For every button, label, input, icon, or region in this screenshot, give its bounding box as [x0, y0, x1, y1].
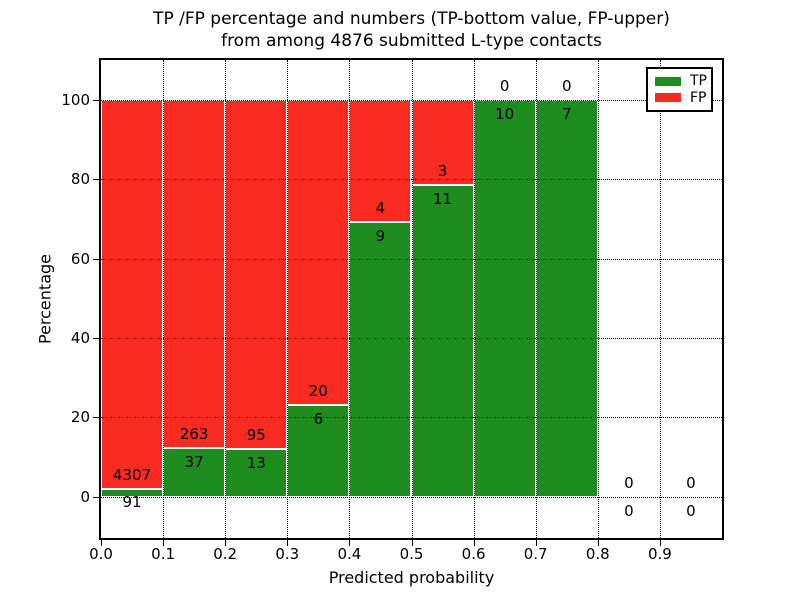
x-tick-mark: [411, 540, 413, 546]
fp-count-label: 4: [375, 199, 386, 218]
chart-title-line1: TP /FP percentage and numbers (TP-bottom…: [153, 9, 670, 29]
y-tick-mark: [93, 258, 99, 260]
legend: TP FP: [646, 67, 713, 112]
tp-count-label: 11: [433, 189, 453, 208]
tp-count-label: 13: [246, 453, 266, 472]
x-tick-label: 0.0: [89, 545, 113, 563]
fp-count-label: 0: [499, 77, 510, 96]
legend-swatch-tp: [655, 76, 681, 86]
legend-row-tp: TP: [655, 73, 707, 90]
x-tick-label: 0.5: [399, 545, 424, 563]
fp-bar-segment: [101, 100, 164, 489]
tp-bar-segment: [163, 447, 226, 497]
x-tick-mark: [349, 540, 351, 546]
v-gridline: [597, 60, 599, 538]
tp-count-label: 37: [184, 452, 204, 471]
x-tick-label: 0.7: [523, 545, 548, 563]
x-tick-label: 0.6: [461, 545, 486, 563]
y-tick-mark: [93, 100, 99, 102]
x-tick-label: 0.3: [275, 545, 300, 563]
legend-label-fp: FP: [690, 89, 707, 106]
y-tick-label: 40: [70, 329, 90, 348]
x-tick-mark: [535, 540, 537, 546]
y-tick-mark: [93, 417, 99, 419]
fp-bar-segment: [163, 100, 226, 448]
x-tick-mark: [101, 540, 102, 546]
tp-count-label: 91: [122, 493, 142, 512]
y-tick-mark: [93, 179, 99, 181]
tp-bar-segment: [535, 100, 598, 497]
tp-count-label: 6: [313, 410, 324, 429]
plot-area: 4307 91 263 37 95 13 20 6 4 9 3 11 0 10 0 7 0 0 0 0 TP FP: [99, 58, 724, 540]
x-tick-mark: [659, 540, 661, 546]
y-tick-mark: [93, 338, 99, 340]
tp-bar-segment: [349, 222, 412, 497]
tp-bar-segment: [287, 405, 350, 497]
tp-count-label: 0: [624, 501, 634, 520]
x-tick-label: 0.2: [213, 545, 238, 563]
x-axis-label: Predicted probability: [328, 568, 495, 587]
x-tick-mark: [287, 540, 289, 546]
x-tick-mark: [163, 540, 165, 546]
y-tick-label: 100: [61, 91, 90, 110]
tp-count-label: 9: [375, 227, 386, 245]
y-tick-label: 60: [70, 249, 90, 268]
legend-label-tp: TP: [690, 73, 707, 90]
tp-bar-segment: [411, 185, 474, 497]
y-tick-mark: [93, 496, 99, 498]
fp-count-label: 263: [179, 424, 209, 443]
fp-count-label: 95: [246, 426, 266, 445]
fp-count-label: 4307: [112, 465, 152, 484]
chart-title-line2: from among 4876 submitted L-type contact…: [221, 31, 602, 51]
x-tick-label: 0.8: [585, 545, 610, 563]
tp-bar-segment: [473, 100, 536, 497]
tp-count-label: 10: [495, 104, 515, 123]
fp-count-label: 3: [437, 162, 448, 181]
fp-bar-segment: [287, 100, 350, 406]
h-gridline: [101, 496, 722, 498]
tp-bar-segment: [101, 488, 164, 497]
x-tick-label: 0.9: [647, 545, 672, 563]
x-tick-mark: [225, 540, 227, 546]
fp-count-label: 0: [624, 473, 634, 492]
y-tick-label: 0: [80, 487, 90, 506]
y-tick-label: 20: [70, 408, 90, 427]
fp-bar-segment: [225, 100, 288, 449]
y-tick-label: 80: [70, 170, 90, 189]
legend-row-fp: FP: [655, 89, 707, 107]
tp-count-label: 0: [686, 501, 696, 520]
x-tick-mark: [597, 540, 599, 546]
x-tick-label: 0.4: [337, 545, 362, 563]
x-tick-mark: [473, 540, 475, 546]
tp-count-label: 7: [561, 104, 572, 123]
legend-swatch-fp: [655, 93, 681, 103]
fp-count-label: 0: [561, 77, 572, 96]
v-gridline: [659, 60, 661, 538]
fp-bar-segment: [349, 100, 412, 223]
fp-count-label: 0: [686, 473, 696, 492]
x-tick-label: 0.1: [151, 545, 176, 563]
fp-count-label: 20: [308, 382, 328, 401]
